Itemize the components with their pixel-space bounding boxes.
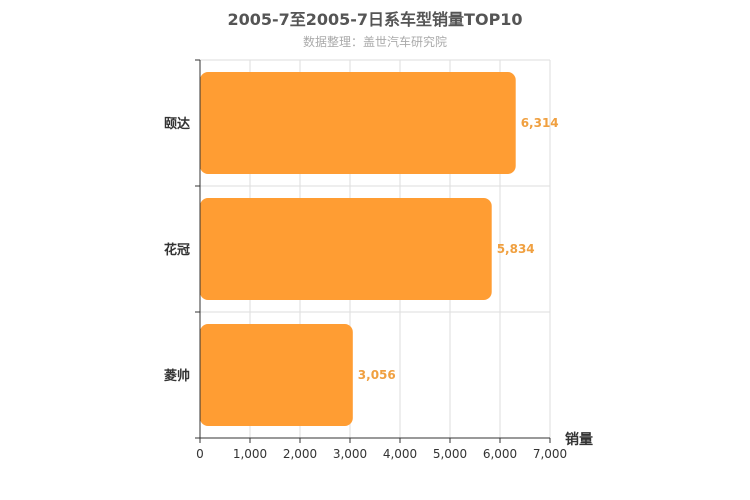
data-label-2: 3,056: [358, 368, 396, 382]
category-label-1: 花冠: [164, 242, 190, 258]
bar-0: [200, 72, 516, 174]
category-label-2: 菱帅: [164, 368, 190, 384]
x-tick-label-7: 7,000: [533, 447, 567, 461]
x-tick-label-5: 5,000: [433, 447, 467, 461]
x-tick-label-4: 4,000: [383, 447, 417, 461]
chart-subtitle: 数据整理：盖世汽车研究院: [302, 35, 447, 49]
data-label-1: 5,834: [497, 242, 535, 256]
chart-title: 2005-7至2005-7日系车型销量TOP10: [227, 10, 523, 29]
x-tick-label-0: 0: [196, 447, 204, 461]
x-axis-title: 销量: [565, 431, 593, 448]
x-tick-label-6: 6,000: [483, 447, 517, 461]
bars: [200, 72, 516, 426]
bar-1: [200, 198, 492, 300]
x-tick-label-1: 1,000: [233, 447, 267, 461]
x-tick-label-2: 2,000: [283, 447, 317, 461]
bar-2: [200, 324, 353, 426]
axes: [195, 59, 551, 443]
labels: 6,314 颐达 5,834 花冠 3,056 菱帅 0 1,000 2,000 3,000 4,0…: [164, 116, 567, 461]
data-label-0: 6,314: [521, 116, 559, 130]
category-label-0: 颐达: [164, 116, 190, 132]
x-tick-label-3: 3,000: [333, 447, 367, 461]
